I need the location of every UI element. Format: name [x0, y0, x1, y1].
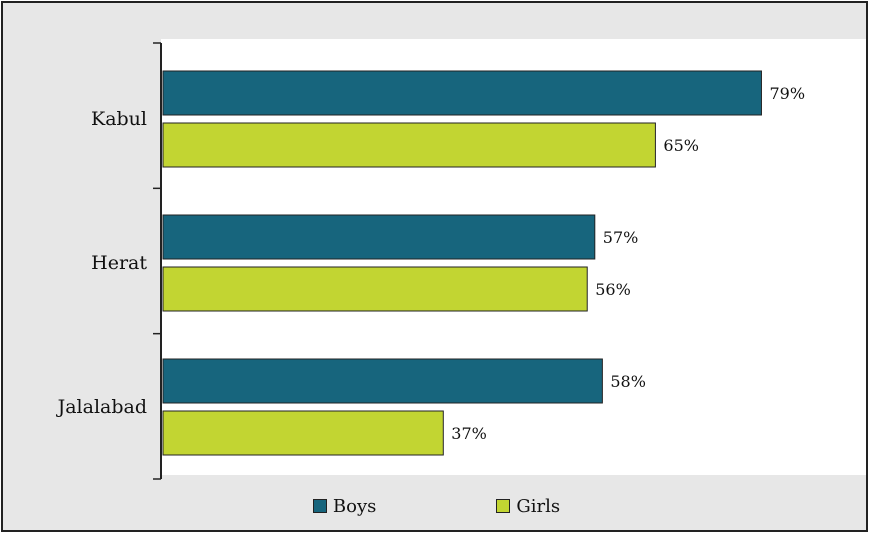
legend: Boys Girls: [3, 491, 870, 521]
legend-label: Boys: [333, 496, 376, 517]
data-label: 56%: [595, 280, 631, 299]
category-label: Kabul: [91, 108, 147, 130]
legend-swatch: [496, 499, 510, 513]
legend-label: Girls: [516, 496, 560, 517]
bar-girls: [163, 411, 443, 455]
legend-item-boys: Boys: [313, 496, 376, 517]
data-label: 37%: [451, 424, 487, 443]
bar-girls: [163, 267, 587, 311]
bar-boys: [163, 359, 602, 403]
data-label: 57%: [603, 228, 639, 247]
category-label: Jalalabad: [56, 396, 147, 418]
data-label: 58%: [610, 372, 646, 391]
legend-swatch: [313, 499, 327, 513]
category-label: Herat: [91, 252, 147, 274]
legend-item-girls: Girls: [496, 496, 560, 517]
bar-girls: [163, 123, 655, 167]
bar-boys: [163, 71, 761, 115]
data-label: 65%: [663, 136, 699, 155]
data-label: 79%: [769, 84, 805, 103]
chart-svg: 79% 65% 57% 56% 58% 37% Kabul Herat Jalalabad: [3, 3, 870, 483]
bar-boys: [163, 215, 595, 259]
